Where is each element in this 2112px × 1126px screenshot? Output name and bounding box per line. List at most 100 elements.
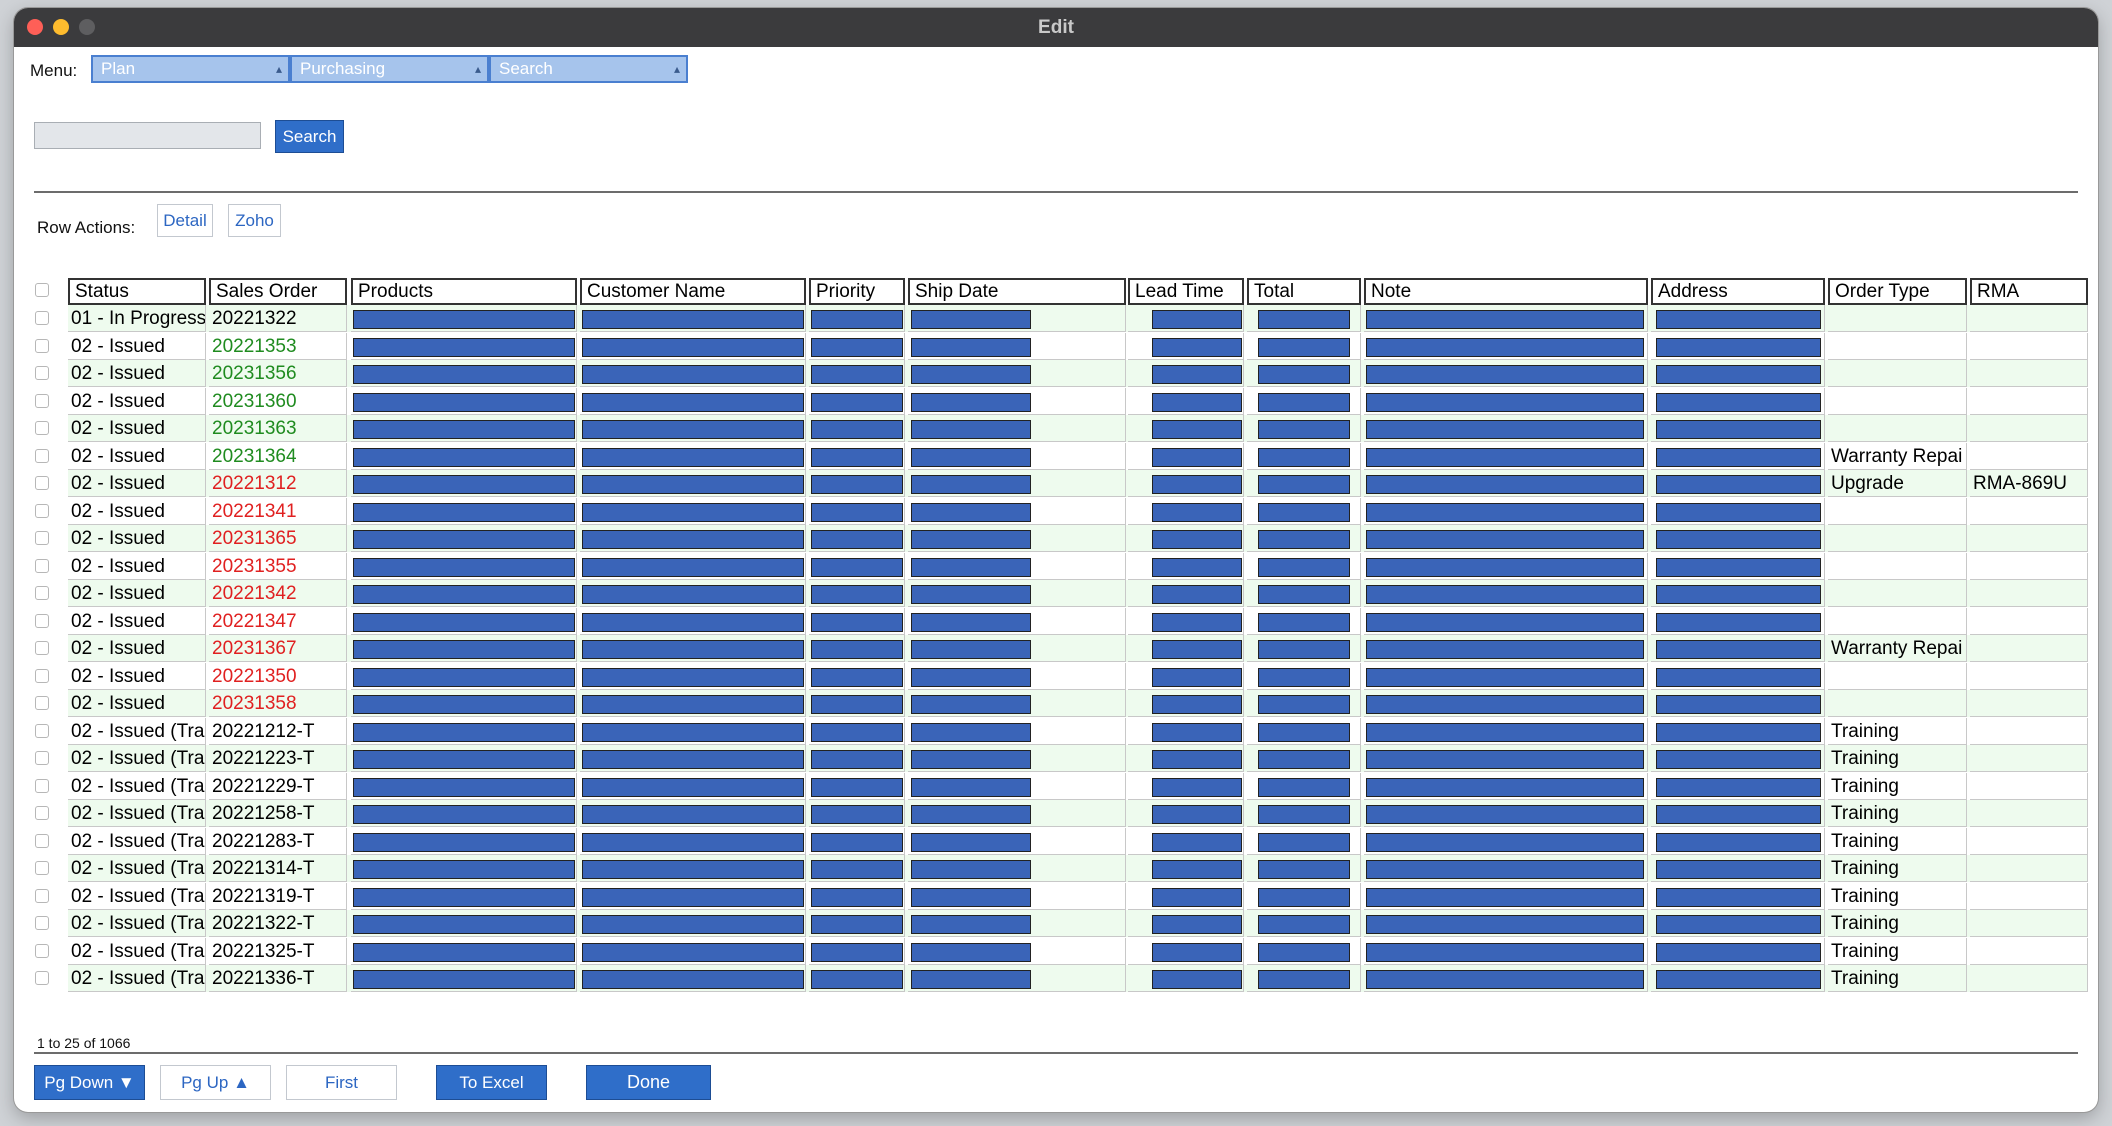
redacted-block bbox=[1656, 750, 1821, 769]
cell-address bbox=[1651, 443, 1825, 470]
redacted-block bbox=[1258, 833, 1350, 852]
cell-status: 02 - Issued bbox=[68, 553, 206, 580]
zoom-window-button[interactable] bbox=[79, 19, 95, 35]
first-page-button[interactable]: First bbox=[286, 1065, 397, 1100]
row-checkbox[interactable] bbox=[35, 834, 49, 848]
row-checkbox[interactable] bbox=[35, 806, 49, 820]
dropdown-value: Search bbox=[499, 59, 553, 78]
redacted-block bbox=[811, 530, 903, 549]
cell-address bbox=[1651, 718, 1825, 745]
redacted-block bbox=[582, 338, 804, 357]
cell-order-type: Training bbox=[1828, 745, 1967, 772]
redacted-block bbox=[911, 943, 1031, 962]
menu-dropdown-plan[interactable]: Plan ▴ bbox=[91, 55, 290, 83]
search-button[interactable]: Search bbox=[275, 120, 344, 153]
column-header-priority[interactable]: Priority bbox=[809, 278, 905, 305]
redacted-block bbox=[353, 503, 575, 522]
row-checkbox[interactable] bbox=[35, 916, 49, 930]
column-header-sales-order[interactable]: Sales Order bbox=[209, 278, 347, 305]
redacted-block bbox=[582, 475, 804, 494]
column-header-note[interactable]: Note bbox=[1364, 278, 1648, 305]
row-checkbox[interactable] bbox=[35, 669, 49, 683]
row-checkbox[interactable] bbox=[35, 531, 49, 545]
row-checkbox[interactable] bbox=[35, 861, 49, 875]
cell-address bbox=[1651, 690, 1825, 717]
cell-rma bbox=[1970, 773, 2088, 800]
detail-button[interactable]: Detail bbox=[157, 204, 213, 237]
menu-dropdown-purchasing[interactable]: Purchasing ▴ bbox=[290, 55, 489, 83]
column-header-rma[interactable]: RMA bbox=[1970, 278, 2088, 305]
row-checkbox[interactable] bbox=[35, 751, 49, 765]
row-checkbox[interactable] bbox=[35, 339, 49, 353]
row-checkbox[interactable] bbox=[35, 394, 49, 408]
row-checkbox[interactable] bbox=[35, 421, 49, 435]
row-checkbox[interactable] bbox=[35, 641, 49, 655]
cell-order-type: Training bbox=[1828, 965, 1967, 992]
redacted-block bbox=[582, 888, 804, 907]
column-header-address[interactable]: Address bbox=[1651, 278, 1825, 305]
done-button[interactable]: Done bbox=[586, 1065, 711, 1100]
cell-priority bbox=[809, 828, 905, 855]
redacted-block bbox=[1258, 668, 1350, 687]
pg-down-button[interactable]: Pg Down ▼ bbox=[34, 1065, 145, 1100]
row-checkbox[interactable] bbox=[35, 889, 49, 903]
redacted-block bbox=[1366, 448, 1644, 467]
row-checkbox[interactable] bbox=[35, 779, 49, 793]
select-all-checkbox[interactable] bbox=[35, 283, 49, 297]
close-window-button[interactable] bbox=[27, 19, 43, 35]
menu-dropdown-search[interactable]: Search ▴ bbox=[489, 55, 688, 83]
redacted-block bbox=[1152, 860, 1242, 879]
row-checkbox[interactable] bbox=[35, 559, 49, 573]
to-excel-button[interactable]: To Excel bbox=[436, 1065, 547, 1100]
column-header-status[interactable]: Status bbox=[68, 278, 206, 305]
cell-priority bbox=[809, 553, 905, 580]
redacted-block bbox=[1258, 915, 1350, 934]
redacted-block bbox=[582, 695, 804, 714]
cell-rma: RMA-869U bbox=[1970, 470, 2088, 497]
row-checkbox[interactable] bbox=[35, 614, 49, 628]
row-checkbox[interactable] bbox=[35, 724, 49, 738]
redacted-block bbox=[582, 613, 804, 632]
row-checkbox[interactable] bbox=[35, 696, 49, 710]
minimize-window-button[interactable] bbox=[53, 19, 69, 35]
row-checkbox[interactable] bbox=[35, 366, 49, 380]
row-checkbox[interactable] bbox=[35, 311, 49, 325]
column-header-total[interactable]: Total bbox=[1247, 278, 1361, 305]
cell-sales-order: 20221322 bbox=[209, 305, 347, 332]
row-checkbox[interactable] bbox=[35, 449, 49, 463]
row-checkbox[interactable] bbox=[35, 476, 49, 490]
cell-total bbox=[1247, 388, 1361, 415]
zoho-button[interactable]: Zoho bbox=[228, 204, 281, 237]
cell-order-type bbox=[1828, 498, 1967, 525]
cell-note bbox=[1364, 690, 1648, 717]
cell-ship-date bbox=[908, 745, 1126, 772]
redacted-block bbox=[1152, 915, 1242, 934]
row-checkbox[interactable] bbox=[35, 586, 49, 600]
row-checkbox[interactable] bbox=[35, 944, 49, 958]
cell-customer-name bbox=[580, 965, 806, 992]
redacted-block bbox=[811, 503, 903, 522]
redacted-block bbox=[911, 475, 1031, 494]
row-checkbox[interactable] bbox=[35, 971, 49, 985]
cell-note bbox=[1364, 388, 1648, 415]
redacted-block bbox=[1656, 448, 1821, 467]
cell-rma bbox=[1970, 305, 2088, 332]
cell-priority bbox=[809, 910, 905, 937]
search-input[interactable] bbox=[34, 122, 261, 149]
cell-customer-name bbox=[580, 388, 806, 415]
column-header-products[interactable]: Products bbox=[351, 278, 577, 305]
column-header-ship-date[interactable]: Ship Date bbox=[908, 278, 1126, 305]
column-header-lead-time[interactable]: Lead Time bbox=[1128, 278, 1244, 305]
pg-up-button[interactable]: Pg Up ▲ bbox=[160, 1065, 271, 1100]
row-checkbox[interactable] bbox=[35, 504, 49, 518]
cell-priority bbox=[809, 938, 905, 965]
cell-ship-date bbox=[908, 855, 1126, 882]
column-header-order-type[interactable]: Order Type bbox=[1828, 278, 1967, 305]
cell-status: 02 - Issued bbox=[68, 608, 206, 635]
cell-lead-time bbox=[1128, 773, 1244, 800]
cell-ship-date bbox=[908, 828, 1126, 855]
redacted-block bbox=[1258, 723, 1350, 742]
column-header-customer-name[interactable]: Customer Name bbox=[580, 278, 806, 305]
cell-total bbox=[1247, 498, 1361, 525]
cell-sales-order: 20231358 bbox=[209, 690, 347, 717]
